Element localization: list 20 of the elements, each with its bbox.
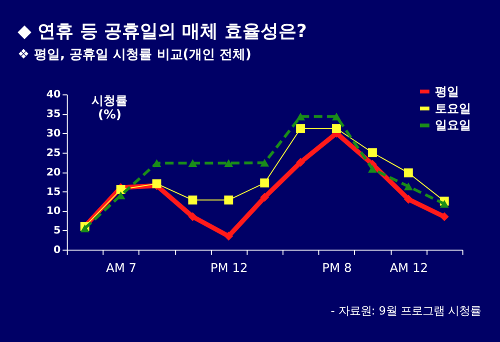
y-tick-label: 5 bbox=[54, 224, 61, 237]
legend-label: 일요일 bbox=[435, 118, 472, 132]
y-tick-label: 10 bbox=[46, 205, 61, 218]
chart-subtitle: ❖ 평일, 공휴일 시청률 비교(개인 전체) bbox=[18, 48, 252, 63]
text: - 자료원: 9월 프로그램 시청률 bbox=[330, 304, 482, 318]
y-axis-title: 시청률 (%) bbox=[92, 93, 128, 122]
x-tick-label: AM 7 bbox=[106, 260, 137, 275]
y-tick-label: 25 bbox=[46, 146, 61, 159]
chart-title: ◆ 연휴 등 공휴일의 매체 효율성은? bbox=[18, 20, 307, 42]
y-tick-label: 20 bbox=[46, 166, 61, 178]
y-tick-label: 15 bbox=[46, 186, 61, 198]
y-tick-label: 40 bbox=[46, 88, 61, 101]
legend-label: 평일 bbox=[435, 84, 460, 98]
y-tick-label: 0 bbox=[54, 244, 61, 256]
x-tick-label: AM 12 bbox=[390, 260, 428, 275]
x-tick-label: PM 8 bbox=[322, 260, 352, 275]
y-tick-label: 30 bbox=[46, 128, 61, 140]
legend-label: 토요일 bbox=[435, 101, 472, 116]
x-tick-label: PM 12 bbox=[210, 260, 248, 275]
y-tick-label: 35 bbox=[46, 108, 61, 120]
